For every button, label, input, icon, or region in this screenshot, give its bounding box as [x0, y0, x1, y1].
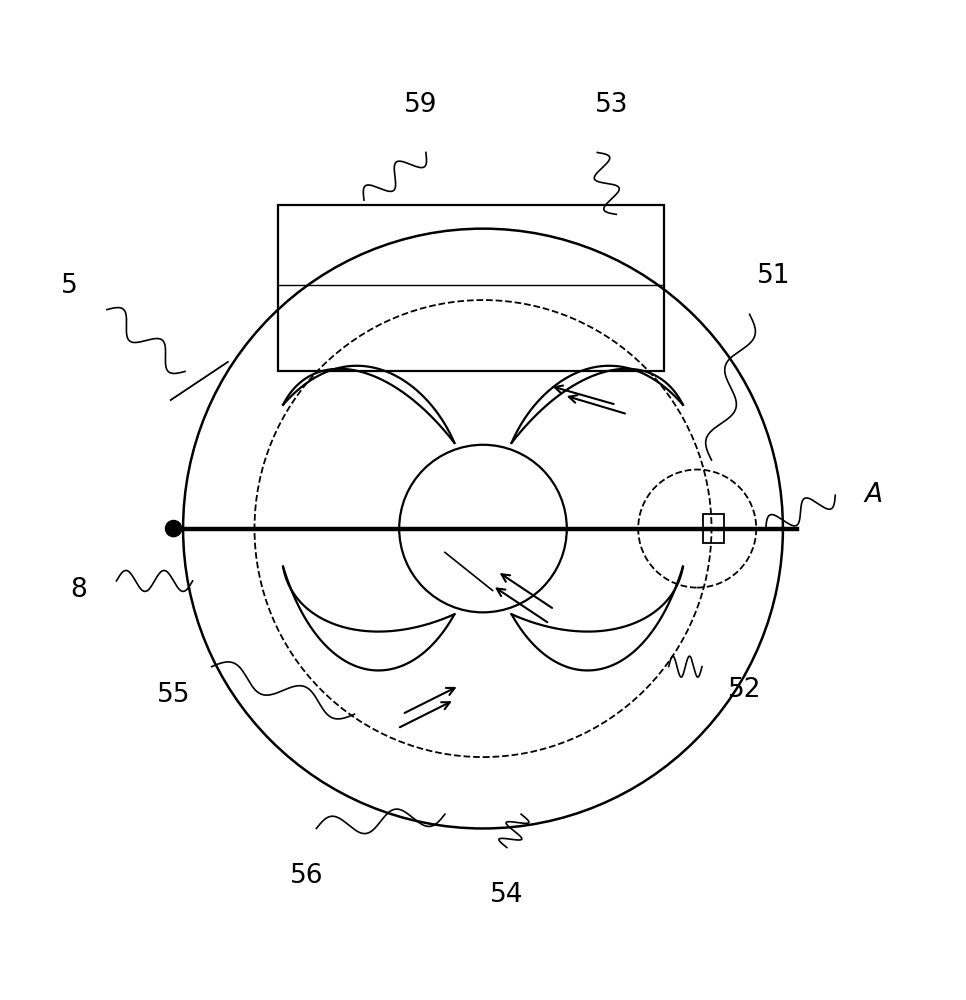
- Text: 55: 55: [156, 682, 190, 708]
- Bar: [278, 205, 664, 371]
- Text: 53: 53: [595, 92, 628, 118]
- Text: 5: 5: [61, 273, 77, 299]
- Text: 54: 54: [490, 882, 524, 908]
- Circle shape: [165, 520, 182, 537]
- Text: 51: 51: [756, 263, 790, 289]
- Text: A: A: [865, 482, 882, 508]
- Bar: [703, 514, 724, 543]
- Text: 59: 59: [405, 92, 438, 118]
- Text: 8: 8: [70, 577, 87, 603]
- Text: 52: 52: [728, 677, 761, 703]
- Text: 56: 56: [290, 863, 324, 889]
